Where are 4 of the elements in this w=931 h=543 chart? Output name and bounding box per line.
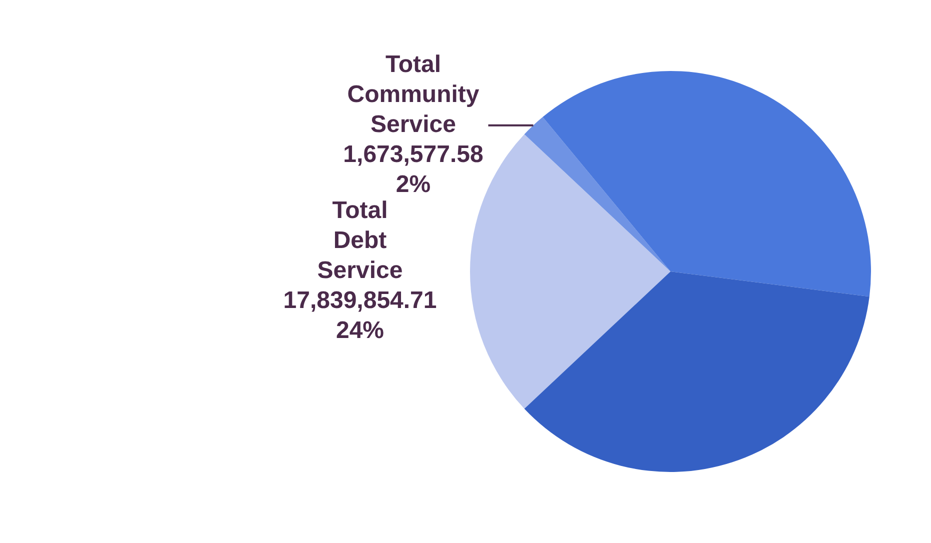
slice-label: Total Debt Service [317, 197, 403, 284]
data-label: 17,839,854.71 24% [283, 287, 437, 344]
slice-label: Total Community Service [347, 50, 480, 138]
data-label: 1,673,577.58 2% [343, 140, 484, 198]
